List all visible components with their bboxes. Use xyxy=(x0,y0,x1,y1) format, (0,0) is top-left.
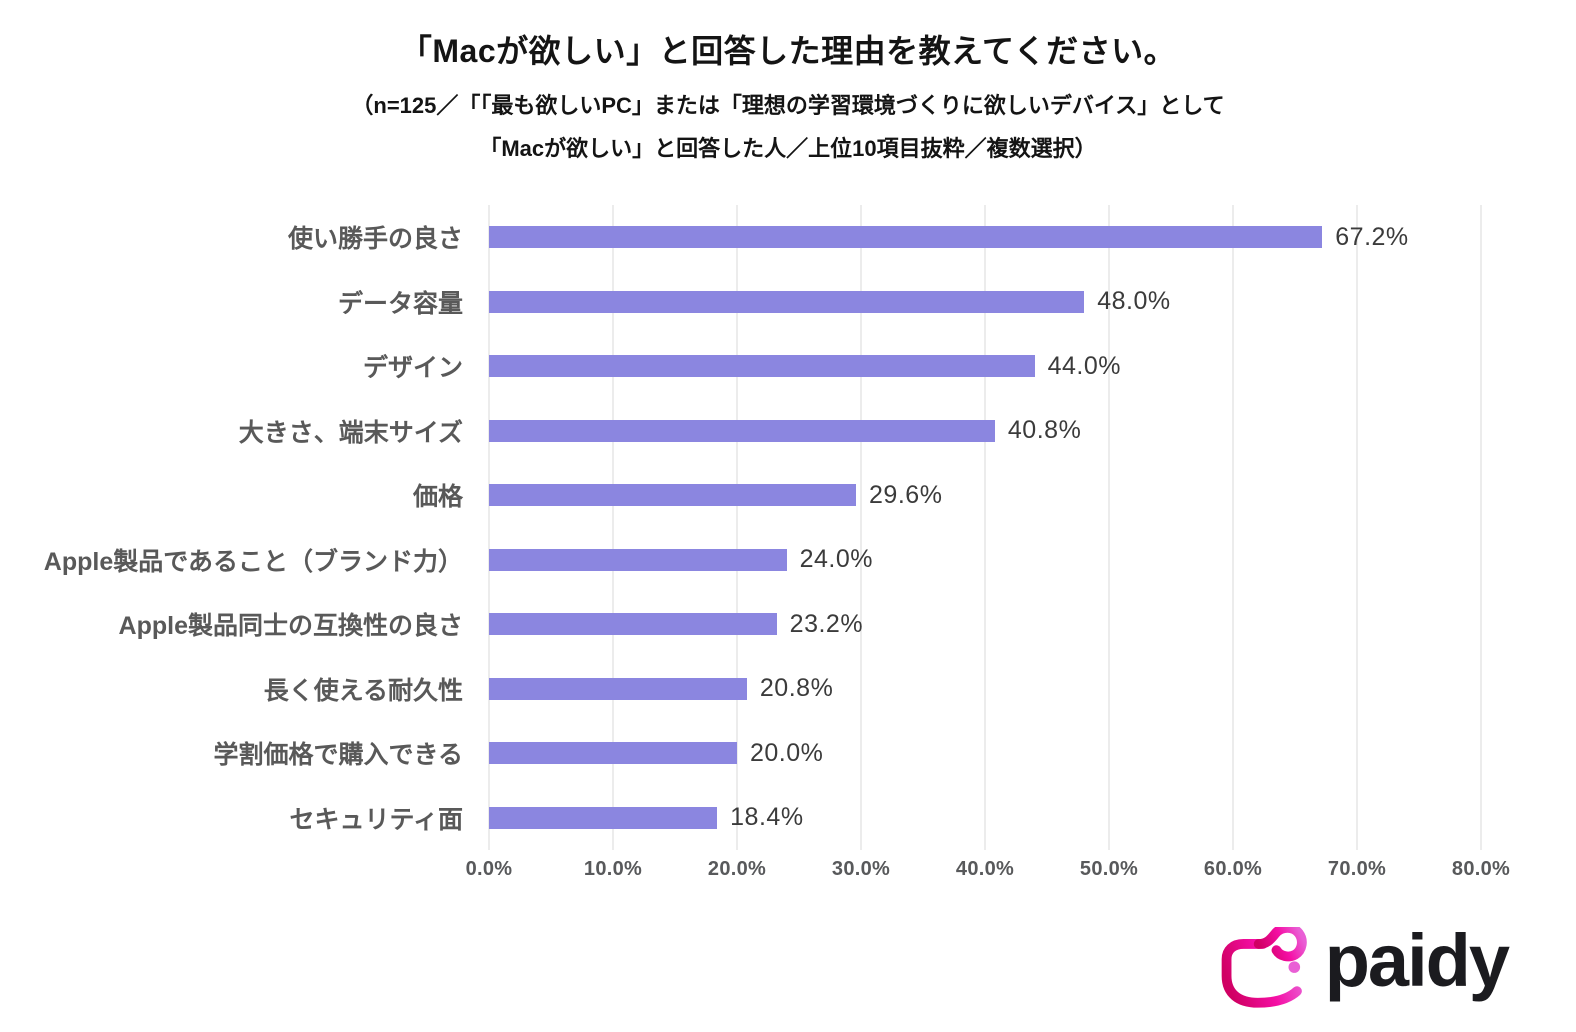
category-label: 学割価格で購入できる xyxy=(213,741,463,770)
chart-subtitle-line-2: 「Macが欲しい」と回答した人／上位10項目抜粋／複数選択） xyxy=(479,136,1097,161)
bar xyxy=(489,484,857,507)
category-label: Apple製品同士の互換性の良さ xyxy=(118,612,463,641)
gridline xyxy=(488,205,490,850)
paidy-heart-icon xyxy=(1221,927,1307,1008)
bar xyxy=(489,548,787,571)
bar-row: Apple製品同士の互換性の良さ 23.2% xyxy=(119,592,1481,657)
x-axis: 0.0% 10.0% 20.0% 30.0% 40.0% 50.0% 60.0% 70.0% 8… xyxy=(466,858,1510,890)
bar xyxy=(489,613,777,636)
x-tick-label: 20.0% xyxy=(707,858,767,880)
bar xyxy=(489,419,995,442)
x-tick-label: 80.0% xyxy=(1451,858,1511,880)
x-tick-label: 60.0% xyxy=(1203,858,1263,880)
gridline xyxy=(736,205,738,850)
bar-row: Apple製品であること（ブランド力） 24.0% xyxy=(44,528,1481,593)
value-label: 20.8% xyxy=(759,674,834,703)
bar-row: 使い勝手の良さ 67.2% xyxy=(288,205,1481,270)
bar xyxy=(489,677,747,700)
bar-row: 学割価格で購入できる 20.0% xyxy=(213,721,1481,786)
bar-row: 長く使える耐久性 20.8% xyxy=(264,657,1481,722)
value-label: 67.2% xyxy=(1335,222,1409,251)
gridline xyxy=(1232,205,1234,850)
category-label: セキュリティ面 xyxy=(289,805,463,834)
value-label: 18.4% xyxy=(730,803,804,832)
value-label: 23.2% xyxy=(789,609,864,638)
x-tick-label: 50.0% xyxy=(1079,858,1139,880)
value-label: 40.8% xyxy=(1007,416,1082,445)
value-label: 48.0% xyxy=(1097,287,1171,316)
bar-row: セキュリティ面 18.4% xyxy=(289,786,1481,851)
chart-title: 「Macが欲しい」と回答した理由を教えてください。 xyxy=(399,33,1177,69)
x-tick-label: 40.0% xyxy=(955,858,1015,880)
chart-header: 「Macが欲しい」と回答した理由を教えてください。 （n=125／「「最も欲しい… xyxy=(0,26,1576,170)
bar-row: 大きさ、端末サイズ 40.8% xyxy=(239,399,1481,464)
bar-row: 価格 29.6% xyxy=(413,463,1481,528)
x-tick-label: 10.0% xyxy=(583,858,643,880)
gridline xyxy=(860,205,862,850)
category-label: 長く使える耐久性 xyxy=(263,676,463,705)
x-tick-label: 0.0% xyxy=(465,858,513,880)
gridline xyxy=(1108,205,1110,850)
category-label: 価格 xyxy=(412,483,463,512)
bar xyxy=(489,355,1035,378)
bar-row: データ容量 48.0% xyxy=(338,270,1481,335)
value-label: 44.0% xyxy=(1047,351,1121,380)
bar-row: デザイン 44.0% xyxy=(363,334,1481,399)
bar xyxy=(489,742,737,765)
paidy-logo-text: paidy xyxy=(1324,919,1510,1002)
x-tick-label: 30.0% xyxy=(831,858,891,880)
x-tick-label: 70.0% xyxy=(1327,858,1387,880)
value-label: 29.6% xyxy=(869,480,943,509)
bar xyxy=(489,290,1085,313)
category-label: 大きさ、端末サイズ xyxy=(238,418,463,447)
gridline xyxy=(612,205,614,850)
plot-area: 使い勝手の良さ 67.2% データ容量 48.0% デザイン 44.0% 大きさ、端末サイズ… xyxy=(44,205,1482,851)
paidy-logo: paidy xyxy=(1219,919,1510,1012)
category-label: Apple製品であること（ブランド力） xyxy=(43,547,463,576)
gridline xyxy=(1480,205,1482,850)
category-label: デザイン xyxy=(362,354,463,383)
gridline xyxy=(984,205,986,850)
gridline xyxy=(1356,205,1358,850)
bar xyxy=(489,226,1323,249)
value-label: 20.0% xyxy=(750,738,824,767)
bar xyxy=(489,806,718,829)
chart-subtitle-line-1: （n=125／「「最も欲しいPC」または「理想の学習環境づくりに欲しいデバイス」… xyxy=(351,93,1225,118)
category-label: データ容量 xyxy=(337,289,463,318)
value-label: 24.0% xyxy=(799,545,873,574)
category-label: 使い勝手の良さ xyxy=(287,225,463,254)
